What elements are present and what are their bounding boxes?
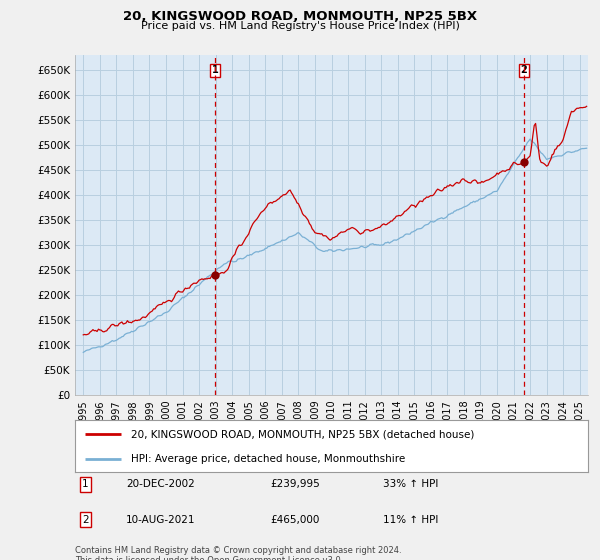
Text: 10-AUG-2021: 10-AUG-2021	[127, 515, 196, 525]
Text: 2: 2	[82, 515, 89, 525]
Text: 1: 1	[212, 66, 218, 75]
Text: 20, KINGSWOOD ROAD, MONMOUTH, NP25 5BX (detached house): 20, KINGSWOOD ROAD, MONMOUTH, NP25 5BX (…	[131, 429, 475, 439]
Text: £239,995: £239,995	[270, 479, 320, 489]
Text: 20, KINGSWOOD ROAD, MONMOUTH, NP25 5BX: 20, KINGSWOOD ROAD, MONMOUTH, NP25 5BX	[123, 10, 477, 23]
Text: 1: 1	[82, 479, 89, 489]
Text: Contains HM Land Registry data © Crown copyright and database right 2024.
This d: Contains HM Land Registry data © Crown c…	[75, 546, 401, 560]
Text: 11% ↑ HPI: 11% ↑ HPI	[383, 515, 438, 525]
Text: 2: 2	[520, 66, 527, 75]
Text: 20-DEC-2002: 20-DEC-2002	[127, 479, 195, 489]
Text: £465,000: £465,000	[270, 515, 319, 525]
Text: HPI: Average price, detached house, Monmouthshire: HPI: Average price, detached house, Monm…	[131, 454, 406, 464]
Text: 33% ↑ HPI: 33% ↑ HPI	[383, 479, 438, 489]
Text: Price paid vs. HM Land Registry's House Price Index (HPI): Price paid vs. HM Land Registry's House …	[140, 21, 460, 31]
